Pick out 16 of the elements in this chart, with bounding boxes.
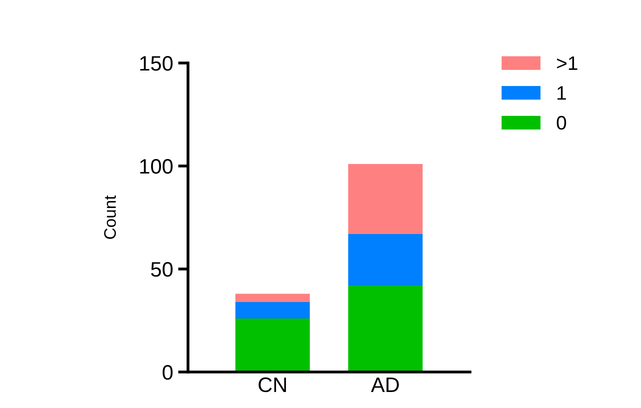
bar [235, 294, 310, 302]
y-tick-label: 0 [162, 365, 173, 380]
bar [235, 302, 310, 318]
bar [348, 164, 423, 234]
legend-label: 1 [558, 86, 566, 100]
y-tick-label: 150 [140, 56, 173, 71]
x-tick-label: AD [370, 378, 399, 392]
legend-label: >1 [557, 56, 578, 70]
bar [348, 234, 423, 286]
y-tick-label: 100 [140, 159, 173, 174]
y-tick-label: 50 [151, 262, 173, 277]
x-tick-label: CN [258, 377, 286, 392]
bar [348, 285, 423, 372]
legend-label: 0 [556, 116, 566, 130]
y-axis-title: Count [104, 195, 116, 239]
bar [235, 318, 310, 372]
